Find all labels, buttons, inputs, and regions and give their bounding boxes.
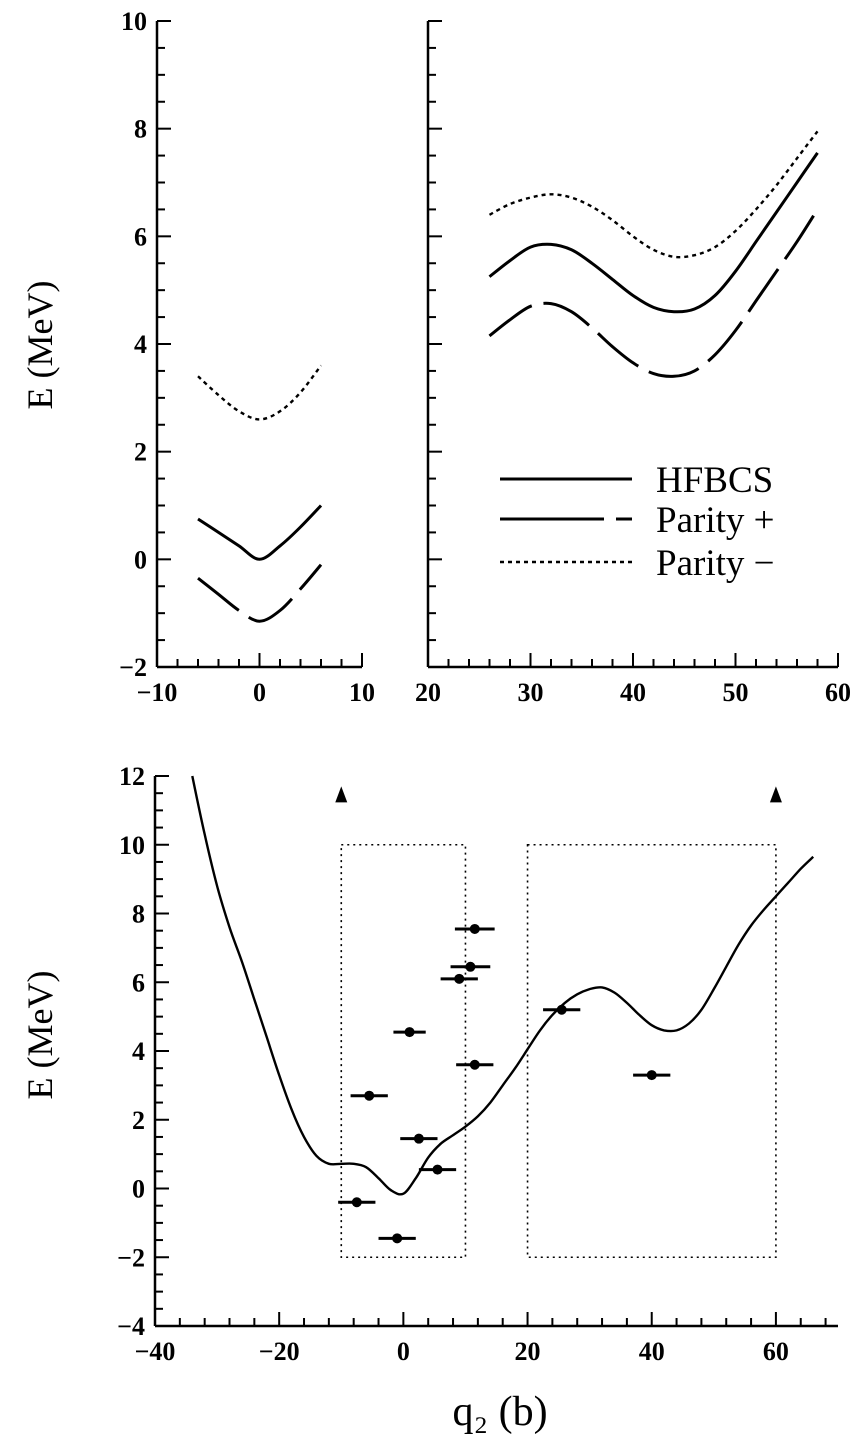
bottom-y-tick-label: 10	[119, 831, 145, 860]
region-arrow-icon	[335, 786, 348, 803]
top-left-x-tick-label: 10	[349, 678, 375, 707]
bottom-y-tick-label: 12	[119, 762, 145, 791]
top-right-x-tick-label: 20	[415, 678, 441, 707]
top-left-y-tick-label: 8	[134, 115, 147, 144]
data-point	[465, 961, 476, 972]
region-arrow-icon	[769, 786, 782, 803]
top-left-y-tick-label: 6	[134, 222, 147, 251]
top-left-y-tick-label: 2	[134, 438, 147, 467]
legend-label: Parity −	[656, 543, 775, 584]
top-right-x-tick-label: 40	[620, 678, 646, 707]
data-point	[392, 1233, 403, 1244]
data-point	[351, 1197, 362, 1208]
bottom-y-tick-label: 8	[132, 900, 145, 929]
bottom-y-tick-label: −4	[117, 1312, 145, 1341]
top-left-x-tick-label: −10	[137, 678, 178, 707]
bottom-y-tick-label: 6	[132, 968, 145, 997]
data-point	[469, 1059, 480, 1070]
data-point	[413, 1133, 424, 1144]
top-right-x-tick-label: 50	[723, 678, 749, 707]
bottom-x-tick-label: 40	[639, 1337, 665, 1366]
bottom-y-tick-label: 0	[132, 1175, 145, 1204]
bottom-xlabel: q₂ (b)	[452, 1389, 547, 1435]
bottom-y-tick-label: 4	[132, 1037, 145, 1066]
bottom-x-tick-label: −40	[135, 1337, 176, 1366]
data-point	[469, 923, 480, 934]
top-right-series-line-dotted	[488, 130, 819, 259]
top-right-series-line-solid	[488, 152, 819, 314]
bottom-y-tick-label: −2	[117, 1243, 145, 1272]
top-left-series-line-dotted	[197, 364, 322, 421]
data-point	[404, 1027, 415, 1038]
bottom-x-tick-label: 20	[515, 1337, 541, 1366]
bottom-x-tick-label: 60	[763, 1337, 789, 1366]
top-right-x-tick-label: 30	[518, 678, 544, 707]
data-point	[556, 1004, 567, 1015]
data-point	[432, 1164, 443, 1175]
data-point	[364, 1090, 375, 1101]
bottom-x-tick-label: −20	[259, 1337, 300, 1366]
legend-label: HFBCS	[656, 460, 773, 501]
region-box	[526, 843, 777, 1259]
data-point	[646, 1070, 657, 1081]
top-left-y-tick-label: 4	[134, 330, 147, 359]
bottom-x-tick-label: 0	[397, 1337, 410, 1366]
bottom-ylabel: E (MeV)	[20, 971, 60, 1100]
region-box	[340, 843, 467, 1259]
top-right-series-line-long-dash	[488, 208, 819, 378]
top-left-panel: E (MeV) −2 0 2 4 6 8 10 −10 0 10	[20, 7, 375, 707]
top-left-x-tick-label: 0	[253, 678, 266, 707]
data-point	[454, 973, 465, 984]
legend-label: Parity +	[656, 500, 775, 541]
top-left-series-line-long-dash	[197, 563, 323, 623]
bottom-energy-curve	[191, 775, 815, 1196]
top-left-ylabel: E (MeV)	[20, 281, 60, 410]
top-left-y-tick-label: 0	[134, 545, 147, 574]
top-left-series-line-solid	[197, 504, 323, 561]
top-left-y-tick-label: 10	[121, 7, 147, 36]
bottom-y-tick-label: 2	[132, 1106, 145, 1135]
top-right-x-tick-label: 60	[825, 678, 851, 707]
top-left-y-tick-label: −2	[119, 653, 147, 682]
